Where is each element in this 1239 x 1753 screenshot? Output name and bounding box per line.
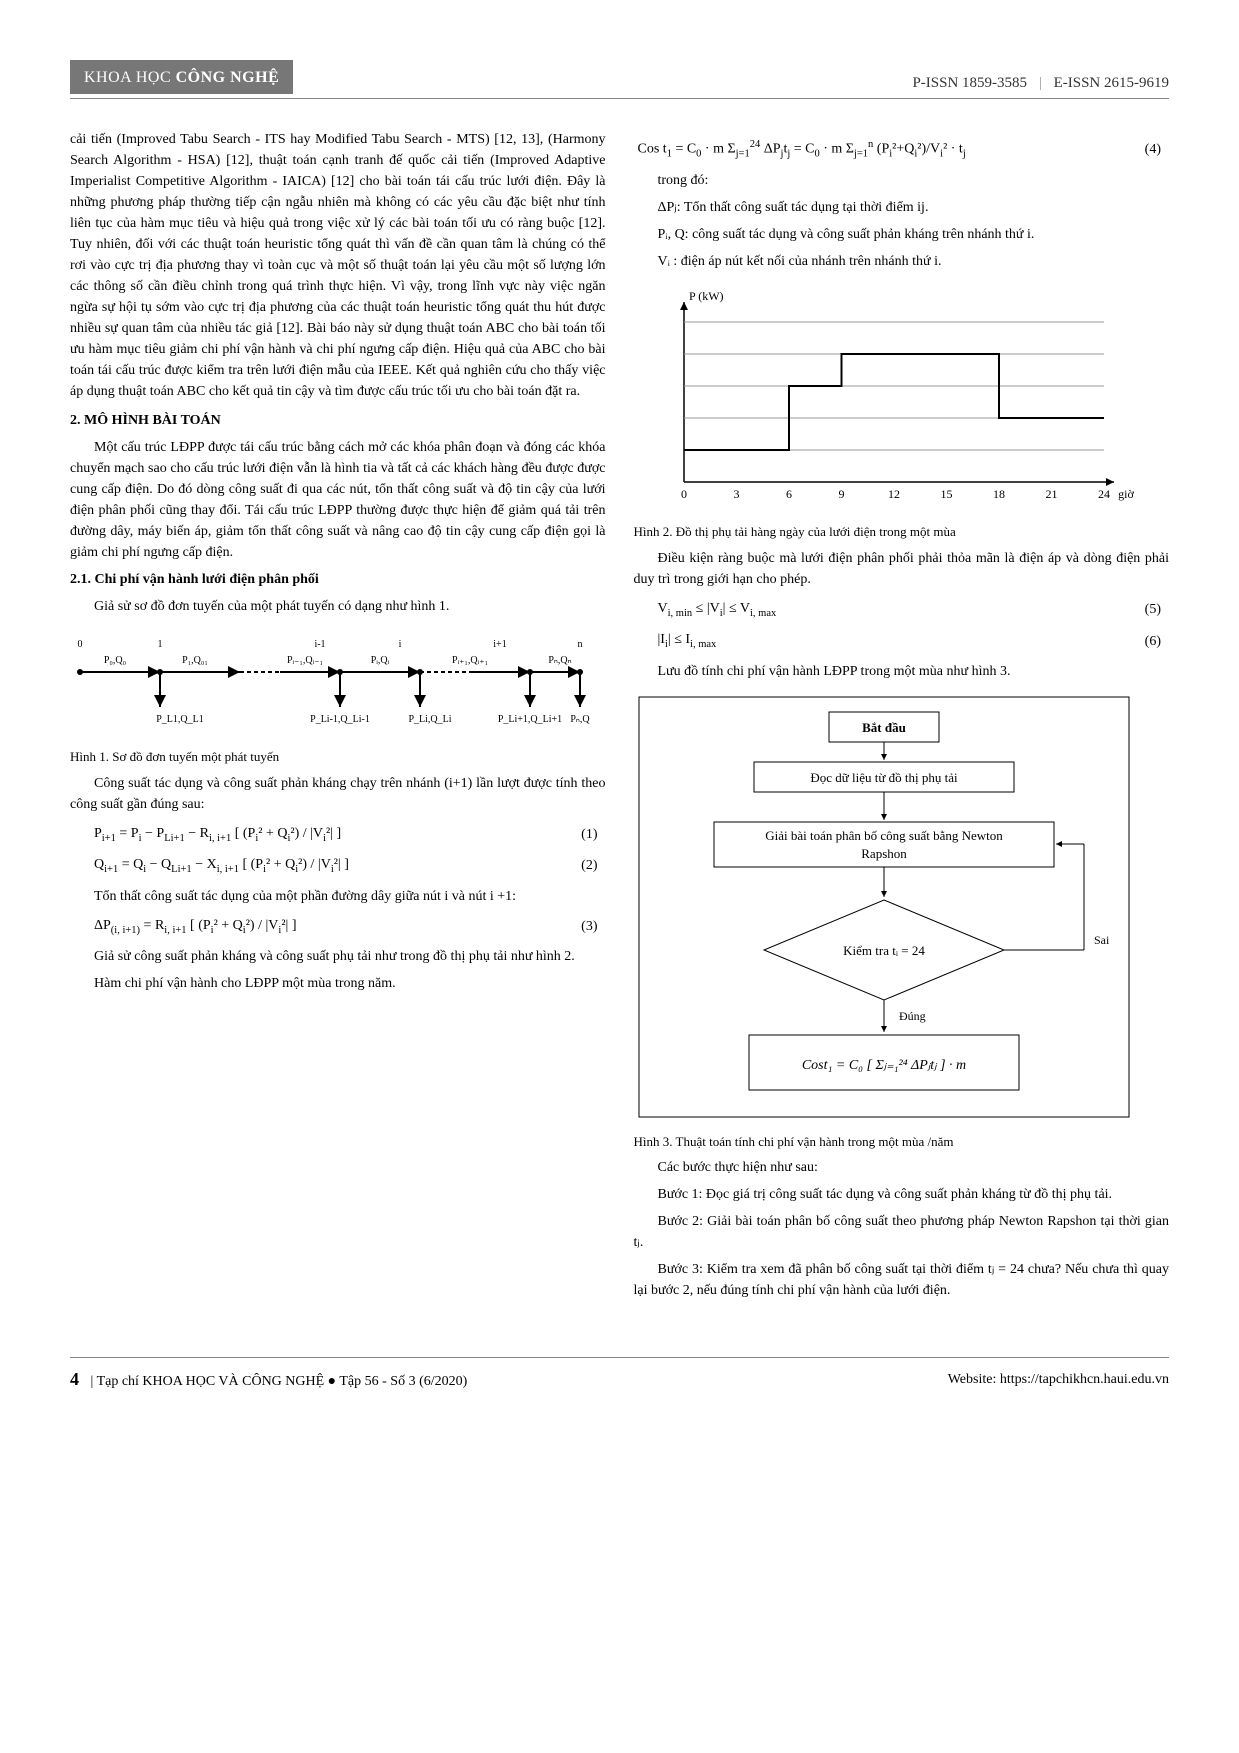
- svg-text:Cost₁ = C₀ [ Σⱼ₌₁²⁴ ΔPⱼtⱼ ] ·: Cost₁ = C₀ [ Σⱼ₌₁²⁴ ΔPⱼtⱼ ] · m: [801, 1058, 965, 1073]
- left-column: cải tiến (Improved Tabu Search - ITS hay…: [70, 129, 606, 1307]
- svg-text:12: 12: [888, 487, 900, 501]
- svg-text:Giải bài toán phân bố công suấ: Giải bài toán phân bố công suất bằng New…: [765, 828, 1003, 843]
- equation-3: ΔP(i, i+1) = Ri, i+1 [ (Pi² + Qi²) / |Vi…: [70, 915, 296, 939]
- svg-text:6: 6: [786, 487, 792, 501]
- svg-text:3: 3: [733, 487, 739, 501]
- loss-para: Tổn thất công suất tác dụng của một phần…: [70, 886, 606, 907]
- figure-3-caption: Hình 3. Thuật toán tính chi phí vận hành…: [634, 1132, 1170, 1152]
- svg-text:Rapshon: Rapshon: [861, 846, 907, 861]
- cost-para: Hàm chi phí vận hành cho LĐPP một mùa tr…: [70, 973, 606, 994]
- issn-sep: |: [1039, 75, 1042, 91]
- constraint-para: Điều kiện ràng buộc mà lưới điện phân ph…: [634, 548, 1170, 590]
- subsection-21-title: 2.1. Chi phí vận hành lưới điện phân phố…: [70, 569, 606, 590]
- svg-text:P_L1,Q_L1: P_L1,Q_L1: [156, 714, 204, 725]
- svg-text:n: n: [578, 639, 583, 650]
- svg-text:24: 24: [1098, 487, 1110, 501]
- equation-3-num: (3): [581, 916, 605, 937]
- section-2-title: 2. MÔ HÌNH BÀI TOÁN: [70, 410, 606, 431]
- svg-text:i-1: i-1: [314, 639, 325, 650]
- def-dp: ΔPⱼ: Tổn thất công suất tác dụng tại thờ…: [634, 197, 1170, 218]
- right-column: Cos t1 = C0 · m Σj=124 ΔPjtj = C0 · m Σj…: [634, 129, 1170, 1307]
- svg-text:P (kW): P (kW): [689, 289, 724, 303]
- figure-1-caption: Hình 1. Sơ đồ đơn tuyến một phát tuyến: [70, 747, 606, 767]
- page-number: 4: [70, 1369, 79, 1389]
- svg-text:P_Li+1,Q_Li+1: P_Li+1,Q_Li+1: [498, 714, 562, 725]
- step-2: Bước 2: Giải bài toán phân bố công suất …: [634, 1211, 1170, 1253]
- def-pq: Pᵢ, Q: công suất tác dụng và công suất p…: [634, 224, 1170, 245]
- svg-text:9: 9: [838, 487, 844, 501]
- svg-text:18: 18: [993, 487, 1005, 501]
- eissn: E-ISSN 2615-9619: [1054, 75, 1169, 91]
- intro-paragraph: cải tiến (Improved Tabu Search - ITS hay…: [70, 129, 606, 402]
- figure-1: 01 i-1i i+1n P₀,Q₀P₁,Q₀₁ Pᵢ₋₁,Qᵢ₋₁Pᵢ,Qᵢ …: [70, 627, 606, 737]
- equation-5-row: Vi, min ≤ |Vi| ≤ Vi, max (5): [634, 598, 1170, 622]
- equation-4: Cos t1 = C0 · m Σj=124 ΔPjtj = C0 · m Σj…: [634, 137, 966, 162]
- equation-1-num: (1): [581, 824, 605, 845]
- svg-text:i+1: i+1: [493, 639, 506, 650]
- assume-para: Giả sử công suất phản kháng và công suất…: [70, 946, 606, 967]
- svg-text:Pᵢ₋₁,Qᵢ₋₁: Pᵢ₋₁,Qᵢ₋₁: [287, 655, 323, 666]
- equation-2-row: Qi+1 = Qi − QLi+1 − Xi, i+1 [ (Pi² + Qi²…: [70, 854, 606, 878]
- equation-6: |Ii| ≤ Ii, max: [634, 629, 717, 653]
- flowchart-svg: Bắt đầu Đọc dữ liệu từ đồ thị phụ tải Gi…: [634, 692, 1134, 1122]
- equation-4-num: (4): [1145, 139, 1169, 160]
- svg-text:15: 15: [940, 487, 952, 501]
- equation-6-num: (6): [1145, 631, 1169, 652]
- svg-text:giờ: giờ: [1118, 487, 1134, 501]
- svg-text:0: 0: [78, 639, 83, 650]
- equation-5-num: (5): [1145, 599, 1169, 620]
- figure-2-caption: Hình 2. Đồ thị phụ tải hàng ngày của lướ…: [634, 522, 1170, 542]
- figure-3: Bắt đầu Đọc dữ liệu từ đồ thị phụ tải Gi…: [634, 692, 1170, 1122]
- svg-text:P₁,Q₀₁: P₁,Q₀₁: [182, 655, 208, 666]
- section-2-para: Một cấu trúc LĐPP được tái cấu trúc bằng…: [70, 437, 606, 563]
- steps-intro: Các bước thực hiện như sau:: [634, 1157, 1170, 1178]
- post-fig1-para: Công suất tác dụng và công suất phản khá…: [70, 773, 606, 815]
- page-header: KHOA HỌC CÔNG NGHỆ P-ISSN 1859-3585 | E-…: [70, 60, 1169, 99]
- pissn: P-ISSN 1859-3585: [912, 75, 1027, 91]
- step-1: Bước 1: Đọc giá trị công suất tác dụng v…: [634, 1184, 1170, 1205]
- page-footer: 4 | Tạp chí KHOA HỌC VÀ CÔNG NGHỆ ● Tập …: [70, 1357, 1169, 1393]
- issn-block: P-ISSN 1859-3585 | E-ISSN 2615-9619: [912, 72, 1169, 95]
- svg-text:i: i: [399, 639, 402, 650]
- svg-text:Pᵢ₊₁,Qᵢ₊₁: Pᵢ₊₁,Qᵢ₊₁: [452, 655, 488, 666]
- svg-text:21: 21: [1045, 487, 1057, 501]
- equation-1: Pi+1 = Pi − PLi+1 − Ri, i+1 [ (Pi² + Qi²…: [70, 823, 341, 847]
- flowchart-intro: Lưu đồ tính chi phí vận hành LĐPP trong …: [634, 661, 1170, 682]
- svg-text:Pᵢ,Qᵢ: Pᵢ,Qᵢ: [371, 655, 390, 666]
- banner-bold: CÔNG NGHỆ: [176, 69, 280, 86]
- svg-text:Đọc dữ liệu từ đồ thị phụ tải: Đọc dữ liệu từ đồ thị phụ tải: [810, 770, 958, 785]
- def-v: Vᵢ : điện áp nút kết nối của nhánh trên …: [634, 251, 1170, 272]
- svg-text:P₀,Q₀: P₀,Q₀: [104, 655, 127, 666]
- svg-text:Bắt đầu: Bắt đầu: [862, 720, 906, 735]
- figure-2: P (kW): [634, 282, 1170, 512]
- svg-text:0: 0: [681, 487, 687, 501]
- equation-2-num: (2): [581, 855, 605, 876]
- footer-website: Website: https://tapchikhcn.haui.edu.vn: [948, 1369, 1169, 1390]
- equation-3-row: ΔP(i, i+1) = Ri, i+1 [ (Pi² + Qi²) / |Vi…: [70, 915, 606, 939]
- svg-text:Đúng: Đúng: [899, 1009, 926, 1023]
- svg-text:P_Li-1,Q_Li-1: P_Li-1,Q_Li-1: [310, 714, 370, 725]
- load-step-chart: P (kW): [634, 282, 1134, 512]
- journal-info: Tạp chí KHOA HỌC VÀ CÔNG NGHỆ ● Tập 56 -…: [97, 1374, 468, 1389]
- svg-text:Pₙ,Qₙ: Pₙ,Qₙ: [570, 714, 590, 725]
- svg-text:1: 1: [158, 639, 163, 650]
- svg-text:Sai: Sai: [1094, 933, 1110, 947]
- section-banner: KHOA HỌC CÔNG NGHỆ: [70, 60, 293, 94]
- svg-text:Kiểm tra tᵢ = 24: Kiểm tra tᵢ = 24: [843, 943, 925, 958]
- equation-5: Vi, min ≤ |Vi| ≤ Vi, max: [634, 598, 777, 622]
- footer-left: 4 | Tạp chí KHOA HỌC VÀ CÔNG NGHỆ ● Tập …: [70, 1366, 467, 1393]
- equation-4-row: Cos t1 = C0 · m Σj=124 ΔPjtj = C0 · m Σj…: [634, 137, 1170, 162]
- where-label: trong đó:: [634, 170, 1170, 191]
- step-3: Bước 3: Kiểm tra xem đã phân bố công suấ…: [634, 1259, 1170, 1301]
- svg-text:Pₙ,Qₙ: Pₙ,Qₙ: [548, 655, 571, 666]
- content-columns: cải tiến (Improved Tabu Search - ITS hay…: [70, 129, 1169, 1307]
- feeder-diagram: 01 i-1i i+1n P₀,Q₀P₁,Q₀₁ Pᵢ₋₁,Qᵢ₋₁Pᵢ,Qᵢ …: [70, 627, 590, 737]
- equation-1-row: Pi+1 = Pi − PLi+1 − Ri, i+1 [ (Pi² + Qi²…: [70, 823, 606, 847]
- svg-text:P_Li,Q_Li: P_Li,Q_Li: [408, 714, 451, 725]
- equation-6-row: |Ii| ≤ Ii, max (6): [634, 629, 1170, 653]
- banner-light: KHOA HỌC: [84, 69, 171, 86]
- subsection-21-para: Giả sử sơ đồ đơn tuyến của một phát tuyế…: [70, 596, 606, 617]
- equation-2: Qi+1 = Qi − QLi+1 − Xi, i+1 [ (Pi² + Qi²…: [70, 854, 349, 878]
